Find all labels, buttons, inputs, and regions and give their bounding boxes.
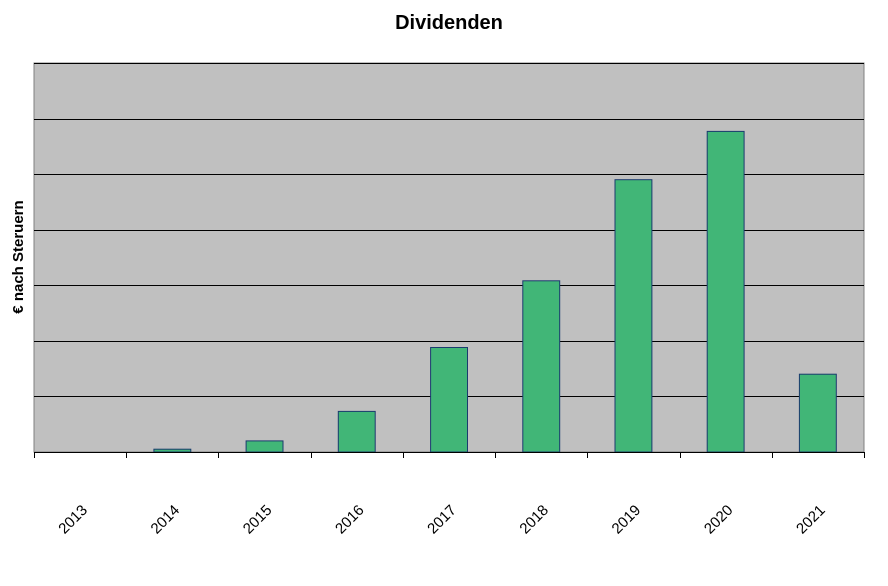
bar-2015	[245, 440, 284, 453]
bar-2021	[798, 373, 837, 453]
bars	[153, 130, 837, 453]
x-tick-label-2019: 2019	[609, 502, 645, 538]
chart-title: Dividenden	[395, 12, 503, 34]
bar-2014	[153, 448, 192, 453]
bar-2016	[337, 410, 376, 453]
bar-2018	[522, 280, 561, 453]
bar-2017	[430, 347, 469, 453]
bar-2020	[706, 130, 745, 453]
y-axis-title: € nach Steruern	[10, 200, 27, 313]
x-axis	[34, 452, 865, 458]
x-tick-label-2020: 2020	[701, 502, 737, 538]
bar-2019	[614, 179, 653, 453]
x-tick-label-2021: 2021	[793, 502, 829, 538]
x-tick-label-2013: 2013	[55, 502, 91, 538]
x-tick-label-2017: 2017	[424, 502, 460, 538]
x-tick-labels: 2013 2014 2015 2016 2017 2018 2019 2020 2021	[55, 502, 828, 538]
x-tick-label-2015: 2015	[240, 502, 276, 538]
x-tick-label-2014: 2014	[148, 502, 184, 538]
x-tick-label-2018: 2018	[516, 502, 552, 538]
x-tick-label-2016: 2016	[332, 502, 368, 538]
